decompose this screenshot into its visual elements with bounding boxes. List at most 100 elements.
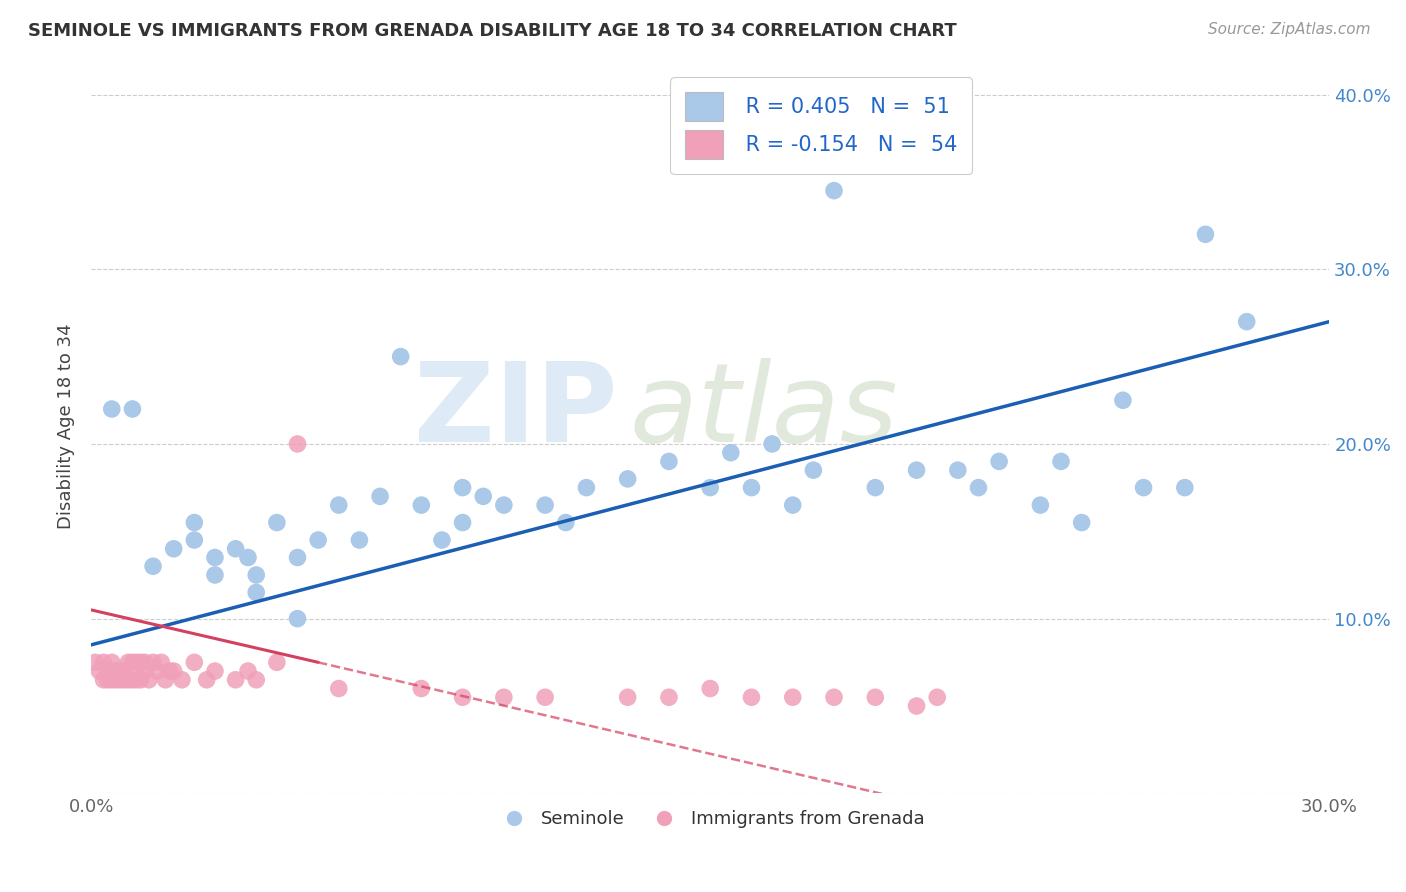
Point	[1174, 481, 1197, 495]
Point	[658, 454, 681, 468]
Point	[927, 690, 949, 705]
Point	[121, 402, 143, 417]
Legend: Seminole, Immigrants from Grenada: Seminole, Immigrants from Grenada	[488, 803, 932, 836]
Point	[865, 690, 887, 705]
Point	[534, 690, 557, 705]
Text: ZIP: ZIP	[413, 359, 617, 466]
Point	[170, 673, 193, 687]
Point	[104, 664, 127, 678]
Point	[150, 656, 173, 670]
Point	[492, 690, 515, 705]
Point	[225, 541, 247, 556]
Point	[129, 673, 152, 687]
Point	[720, 445, 742, 459]
Point	[134, 656, 156, 670]
Y-axis label: Disability Age 18 to 34: Disability Age 18 to 34	[58, 324, 75, 529]
Point	[134, 664, 156, 678]
Point	[658, 690, 681, 705]
Point	[163, 664, 186, 678]
Point	[492, 498, 515, 512]
Point	[988, 454, 1011, 468]
Point	[236, 550, 259, 565]
Point	[84, 656, 107, 670]
Point	[534, 498, 557, 512]
Point	[287, 437, 309, 451]
Point	[225, 673, 247, 687]
Point	[803, 463, 825, 477]
Point	[1029, 498, 1052, 512]
Point	[142, 559, 165, 574]
Point	[155, 673, 177, 687]
Point	[101, 402, 124, 417]
Point	[328, 498, 350, 512]
Point	[575, 481, 598, 495]
Point	[204, 568, 226, 582]
Point	[183, 656, 205, 670]
Point	[245, 673, 267, 687]
Point	[905, 463, 928, 477]
Point	[204, 550, 226, 565]
Point	[1132, 481, 1154, 495]
Point	[108, 664, 131, 678]
Text: Source: ZipAtlas.com: Source: ZipAtlas.com	[1208, 22, 1371, 37]
Point	[1112, 393, 1135, 408]
Point	[125, 656, 148, 670]
Point	[287, 550, 309, 565]
Point	[117, 673, 139, 687]
Point	[266, 656, 288, 670]
Point	[1194, 227, 1216, 242]
Point	[451, 481, 474, 495]
Point	[97, 664, 120, 678]
Point	[1236, 315, 1258, 329]
Point	[183, 533, 205, 547]
Point	[204, 664, 226, 678]
Point	[865, 481, 887, 495]
Point	[328, 681, 350, 696]
Point	[108, 673, 131, 687]
Point	[195, 673, 218, 687]
Point	[823, 184, 845, 198]
Point	[1050, 454, 1073, 468]
Point	[823, 690, 845, 705]
Point	[430, 533, 453, 547]
Text: atlas: atlas	[630, 359, 898, 466]
Point	[967, 481, 990, 495]
Point	[554, 516, 576, 530]
Point	[89, 664, 111, 678]
Point	[699, 481, 721, 495]
Point	[112, 673, 135, 687]
Point	[159, 664, 181, 678]
Point	[97, 673, 120, 687]
Point	[411, 498, 433, 512]
Point	[101, 673, 124, 687]
Point	[93, 673, 115, 687]
Point	[121, 656, 143, 670]
Point	[245, 585, 267, 599]
Point	[117, 656, 139, 670]
Point	[138, 673, 160, 687]
Point	[740, 690, 762, 705]
Point	[451, 690, 474, 705]
Point	[125, 673, 148, 687]
Point	[183, 516, 205, 530]
Point	[946, 463, 969, 477]
Point	[349, 533, 371, 547]
Point	[389, 350, 412, 364]
Point	[368, 489, 391, 503]
Point	[411, 681, 433, 696]
Point	[245, 568, 267, 582]
Point	[146, 664, 169, 678]
Text: SEMINOLE VS IMMIGRANTS FROM GRENADA DISABILITY AGE 18 TO 34 CORRELATION CHART: SEMINOLE VS IMMIGRANTS FROM GRENADA DISA…	[28, 22, 957, 40]
Point	[93, 656, 115, 670]
Point	[616, 472, 638, 486]
Point	[451, 516, 474, 530]
Point	[761, 437, 783, 451]
Point	[782, 690, 804, 705]
Point	[699, 681, 721, 696]
Point	[129, 656, 152, 670]
Point	[142, 656, 165, 670]
Point	[236, 664, 259, 678]
Point	[163, 541, 186, 556]
Point	[782, 498, 804, 512]
Point	[101, 656, 124, 670]
